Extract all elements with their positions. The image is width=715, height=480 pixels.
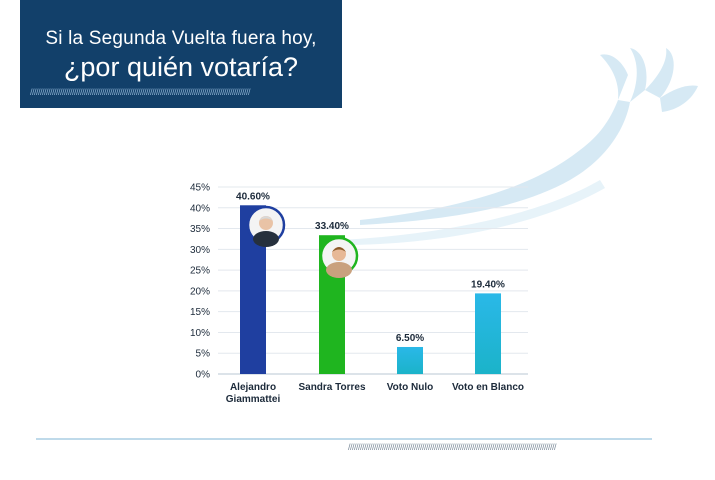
category-labels: Alejandro Giammattei Sandra Torres Voto Nul… — [226, 382, 524, 405]
category-label: Voto Nulo — [387, 382, 433, 393]
y-tick-label: 10% — [190, 328, 210, 339]
candidate-photos — [246, 205, 359, 278]
y-tick-label: 0% — [196, 370, 211, 381]
value-label: 40.60% — [236, 191, 270, 202]
value-label: 19.40% — [471, 279, 505, 290]
y-tick-label: 25% — [190, 266, 210, 277]
value-label: 33.40% — [315, 221, 349, 232]
y-tick-label: 45% — [190, 183, 210, 194]
y-tick-label: 20% — [190, 286, 210, 297]
y-tick-label: 35% — [190, 224, 210, 235]
value-label: 6.50% — [396, 333, 424, 344]
bottom-stripe-decoration: ////////////////////////////////////////… — [348, 442, 557, 452]
category-label: Sandra Torres — [298, 382, 365, 393]
candidate-photo-giammattei — [246, 205, 286, 247]
category-label: Alejandro Giammattei — [226, 382, 281, 405]
y-tick-label: 5% — [196, 349, 211, 360]
y-tick-label: 15% — [190, 307, 210, 318]
header-banner: Si la Segunda Vuelta fuera hoy, ¿por qui… — [20, 0, 342, 108]
header-title-line2: ¿por quién votaría? — [63, 52, 299, 82]
header-title-line1: Si la Segunda Vuelta fuera hoy, — [45, 28, 317, 49]
dove-watermark-icon — [340, 48, 698, 245]
value-labels: 40.60% 33.40% 6.50% 19.40% — [236, 191, 505, 344]
y-tick-label: 30% — [190, 245, 210, 256]
y-tick-label: 40% — [190, 203, 210, 214]
candidate-photo-torres — [319, 236, 359, 278]
bar — [397, 346, 423, 374]
header-stripe-decoration: ////////////////////////////////////////… — [30, 88, 251, 96]
grid-lines — [218, 186, 528, 375]
y-axis-ticks: 0% 5% 10% 15% 20% 25% 30% 35% 40% 45% — [190, 183, 210, 381]
bottom-divider — [36, 438, 652, 440]
bar — [475, 293, 501, 374]
category-label: Voto en Blanco — [452, 382, 524, 393]
